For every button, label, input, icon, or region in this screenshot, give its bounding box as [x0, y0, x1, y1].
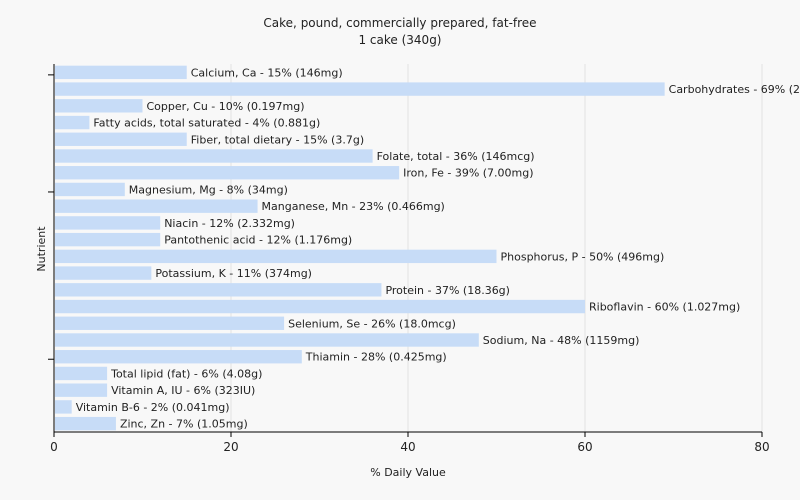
bar [55, 266, 152, 280]
x-tick-label: 40 [400, 440, 415, 454]
bar [55, 82, 665, 96]
bar [55, 316, 285, 330]
bar-label: Calcium, Ca - 15% (146mg) [191, 66, 343, 79]
bar-label: Riboflavin - 60% (1.027mg) [589, 301, 740, 314]
y-axis-title: Nutrient [35, 226, 48, 272]
bar [55, 416, 116, 431]
bar-label: Thiamin - 28% (0.425mg) [305, 351, 447, 364]
bar-label: Manganese, Mn - 23% (0.466mg) [262, 200, 445, 213]
bar-label: Vitamin A, IU - 6% (323IU) [111, 384, 255, 397]
bar-label: Niacin - 12% (2.332mg) [164, 217, 295, 230]
bar-label: Selenium, Se - 26% (18.0mcg) [288, 317, 456, 330]
bar-label: Pantothenic acid - 12% (1.176mg) [164, 234, 352, 247]
x-tick-labels: 0 20 40 60 80 [50, 440, 769, 454]
bar [55, 299, 585, 314]
bar [55, 333, 479, 347]
bar-label: Fatty acids, total saturated - 4% (0.881… [93, 117, 320, 130]
bars-group: Calcium, Ca - 15% (146mg) Carbohydrates -… [55, 65, 800, 431]
grid-lines [230, 64, 763, 432]
bar [55, 182, 125, 197]
bar-label: Folate, total - 36% (146mcg) [377, 150, 535, 163]
bar [55, 350, 302, 364]
bar-label: Magnesium, Mg - 8% (34mg) [129, 183, 288, 196]
bar [55, 232, 161, 247]
chart-subtitle: 1 cake (340g) [358, 33, 442, 47]
bar-label: Vitamin B-6 - 2% (0.041mg) [76, 401, 230, 414]
bar [55, 400, 72, 414]
x-tick-label: 60 [577, 440, 592, 454]
bar-label: Total lipid (fat) - 6% (4.08g) [110, 367, 262, 380]
bar-label: Potassium, K - 11% (374mg) [155, 267, 312, 280]
bar [55, 383, 108, 397]
chart-title: Cake, pound, commercially prepared, fat-… [263, 16, 537, 30]
bar [55, 249, 497, 264]
bar [55, 65, 187, 80]
bar-label: Protein - 37% (18.36g) [385, 284, 510, 297]
bar [55, 99, 143, 113]
bar [55, 115, 90, 130]
x-tick-label: 0 [50, 440, 58, 454]
bar [55, 283, 382, 297]
x-axis-title: % Daily Value [370, 466, 446, 479]
bar [55, 132, 187, 146]
bar-label: Copper, Cu - 10% (0.197mg) [147, 100, 305, 113]
bar-label: Iron, Fe - 39% (7.00mg) [403, 167, 533, 180]
bar-label: Carbohydrates - 69% (207.40g) [669, 83, 800, 96]
axes [48, 64, 763, 437]
bar-label: Sodium, Na - 48% (1159mg) [483, 334, 640, 347]
bar-label: Fiber, total dietary - 15% (3.7g) [191, 133, 364, 146]
bar [55, 216, 161, 230]
x-tick-label: 80 [754, 440, 769, 454]
bar-label: Phosphorus, P - 50% (496mg) [501, 250, 665, 263]
bar [55, 366, 108, 381]
bar-label: Zinc, Zn - 7% (1.05mg) [120, 418, 248, 431]
bar [55, 199, 258, 213]
bar [55, 149, 373, 163]
bar [55, 166, 400, 180]
x-tick-label: 20 [223, 440, 238, 454]
